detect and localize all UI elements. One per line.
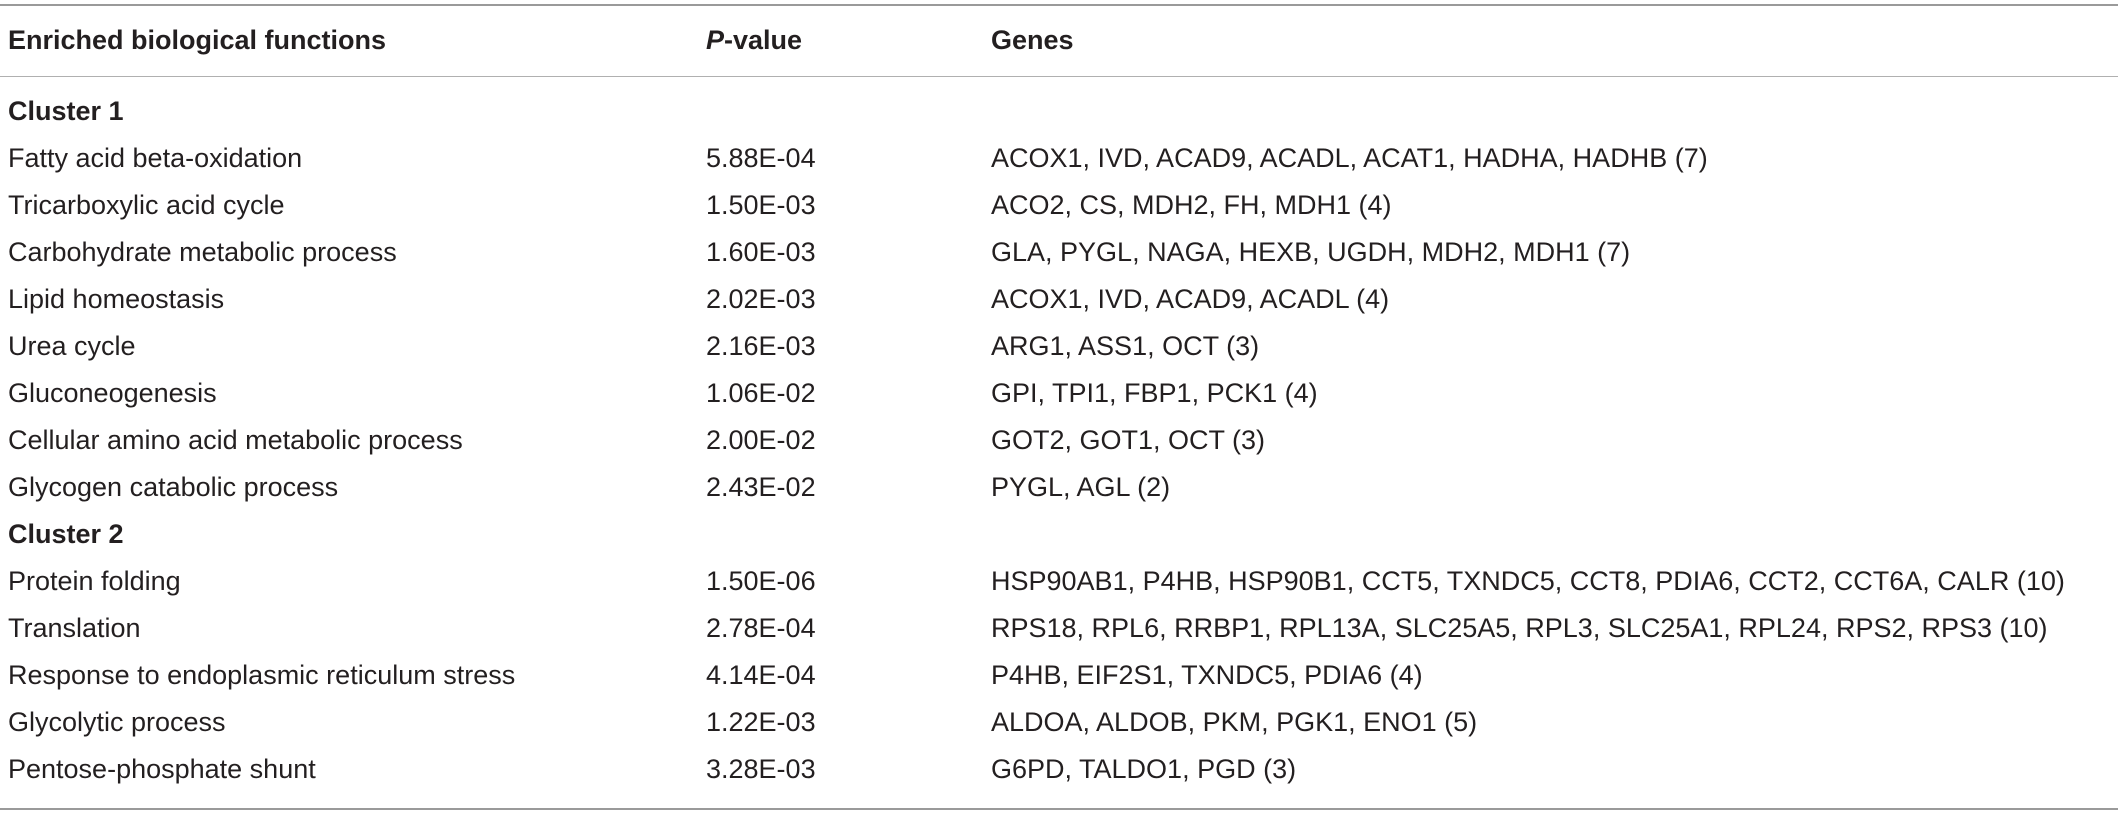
function-cell: Lipid homeostasis: [8, 284, 225, 314]
function-cell: Fatty acid beta-oxidation: [8, 143, 303, 173]
function-cell: Glycogen catabolic process: [8, 472, 339, 502]
function-cell: Glycolytic process: [8, 707, 226, 737]
table-row: Protein folding 1.50E-06 HSP90AB1, P4HB,…: [0, 558, 2118, 605]
table-row: Fatty acid beta-oxidation 5.88E-04 ACOX1…: [0, 135, 2118, 182]
genes-cell: ACO2, CS, MDH2, FH, MDH1 (4): [991, 190, 1392, 220]
function-cell: Carbohydrate metabolic process: [8, 237, 397, 267]
pvalue-cell: 2.16E-03: [706, 331, 816, 361]
cluster-title: Cluster 1: [8, 96, 124, 126]
header-functions: Enriched biological functions: [8, 25, 387, 55]
genes-cell: ARG1, ASS1, OCT (3): [991, 331, 1260, 361]
table-row: Lipid homeostasis 2.02E-03 ACOX1, IVD, A…: [0, 276, 2118, 323]
function-cell: Protein folding: [8, 566, 181, 596]
table-row: Cellular amino acid metabolic process 2.…: [0, 417, 2118, 464]
genes-cell: RPS18, RPL6, RRBP1, RPL13A, SLC25A5, RPL…: [991, 613, 2048, 643]
header-genes: Genes: [991, 25, 1074, 55]
table-row: Glycolytic process 1.22E-03 ALDOA, ALDOB…: [0, 699, 2118, 746]
function-cell: Response to endoplasmic reticulum stress: [8, 660, 516, 690]
table-header-row: Enriched biological functions P-value Ge…: [0, 17, 2118, 64]
pvalue-cell: 1.50E-06: [706, 566, 816, 596]
table-header-rule: [0, 76, 2118, 77]
genes-cell: PYGL, AGL (2): [991, 472, 1171, 502]
table-row: Carbohydrate metabolic process 1.60E-03 …: [0, 229, 2118, 276]
table-row: Pentose-phosphate shunt 3.28E-03 G6PD, T…: [0, 746, 2118, 793]
table-row: Urea cycle 2.16E-03 ARG1, ASS1, OCT (3): [0, 323, 2118, 370]
cluster-heading: Cluster 1: [0, 88, 2118, 135]
genes-cell: GPI, TPI1, FBP1, PCK1 (4): [991, 378, 1318, 408]
header-pvalue-italic: P: [706, 25, 725, 55]
genes-cell: ALDOA, ALDOB, PKM, PGK1, ENO1 (5): [991, 707, 1478, 737]
function-cell: Translation: [8, 613, 141, 643]
pvalue-cell: 2.43E-02: [706, 472, 816, 502]
table-top-rule: [0, 4, 2118, 6]
header-pvalue: P-value: [706, 17, 802, 64]
cluster-title: Cluster 2: [8, 519, 124, 549]
table-bottom-rule: [0, 808, 2118, 810]
genes-cell: ACOX1, IVD, ACAD9, ACADL (4): [991, 284, 1390, 314]
function-cell: Urea cycle: [8, 331, 136, 361]
pvalue-cell: 1.06E-02: [706, 378, 816, 408]
genes-cell: G6PD, TALDO1, PGD (3): [991, 754, 1297, 784]
pvalue-cell: 1.22E-03: [706, 707, 816, 737]
pvalue-cell: 4.14E-04: [706, 660, 816, 690]
table-row: Gluconeogenesis 1.06E-02 GPI, TPI1, FBP1…: [0, 370, 2118, 417]
genes-cell: P4HB, EIF2S1, TXNDC5, PDIA6 (4): [991, 660, 1423, 690]
table-row: Glycogen catabolic process 2.43E-02 PYGL…: [0, 464, 2118, 511]
cluster-heading: Cluster 2: [0, 511, 2118, 558]
genes-cell: HSP90AB1, P4HB, HSP90B1, CCT5, TXNDC5, C…: [991, 566, 2065, 596]
genes-cell: ACOX1, IVD, ACAD9, ACADL, ACAT1, HADHA, …: [991, 143, 1708, 173]
table-row: Response to endoplasmic reticulum stress…: [0, 652, 2118, 699]
table-row: Translation 2.78E-04 RPS18, RPL6, RRBP1,…: [0, 605, 2118, 652]
pvalue-cell: 2.78E-04: [706, 613, 816, 643]
pvalue-cell: 5.88E-04: [706, 143, 816, 173]
pvalue-cell: 2.00E-02: [706, 425, 816, 455]
genes-cell: GOT2, GOT1, OCT (3): [991, 425, 1266, 455]
pvalue-cell: 1.60E-03: [706, 237, 816, 267]
function-cell: Cellular amino acid metabolic process: [8, 425, 463, 455]
pvalue-cell: 3.28E-03: [706, 754, 816, 784]
genes-cell: GLA, PYGL, NAGA, HEXB, UGDH, MDH2, MDH1 …: [991, 237, 1631, 267]
function-cell: Gluconeogenesis: [8, 378, 217, 408]
function-cell: Pentose-phosphate shunt: [8, 754, 316, 784]
pvalue-cell: 1.50E-03: [706, 190, 816, 220]
function-cell: Tricarboxylic acid cycle: [8, 190, 285, 220]
header-pvalue-rest: -value: [724, 25, 803, 55]
table-row: Tricarboxylic acid cycle 1.50E-03 ACO2, …: [0, 182, 2118, 229]
pvalue-cell: 2.02E-03: [706, 284, 816, 314]
